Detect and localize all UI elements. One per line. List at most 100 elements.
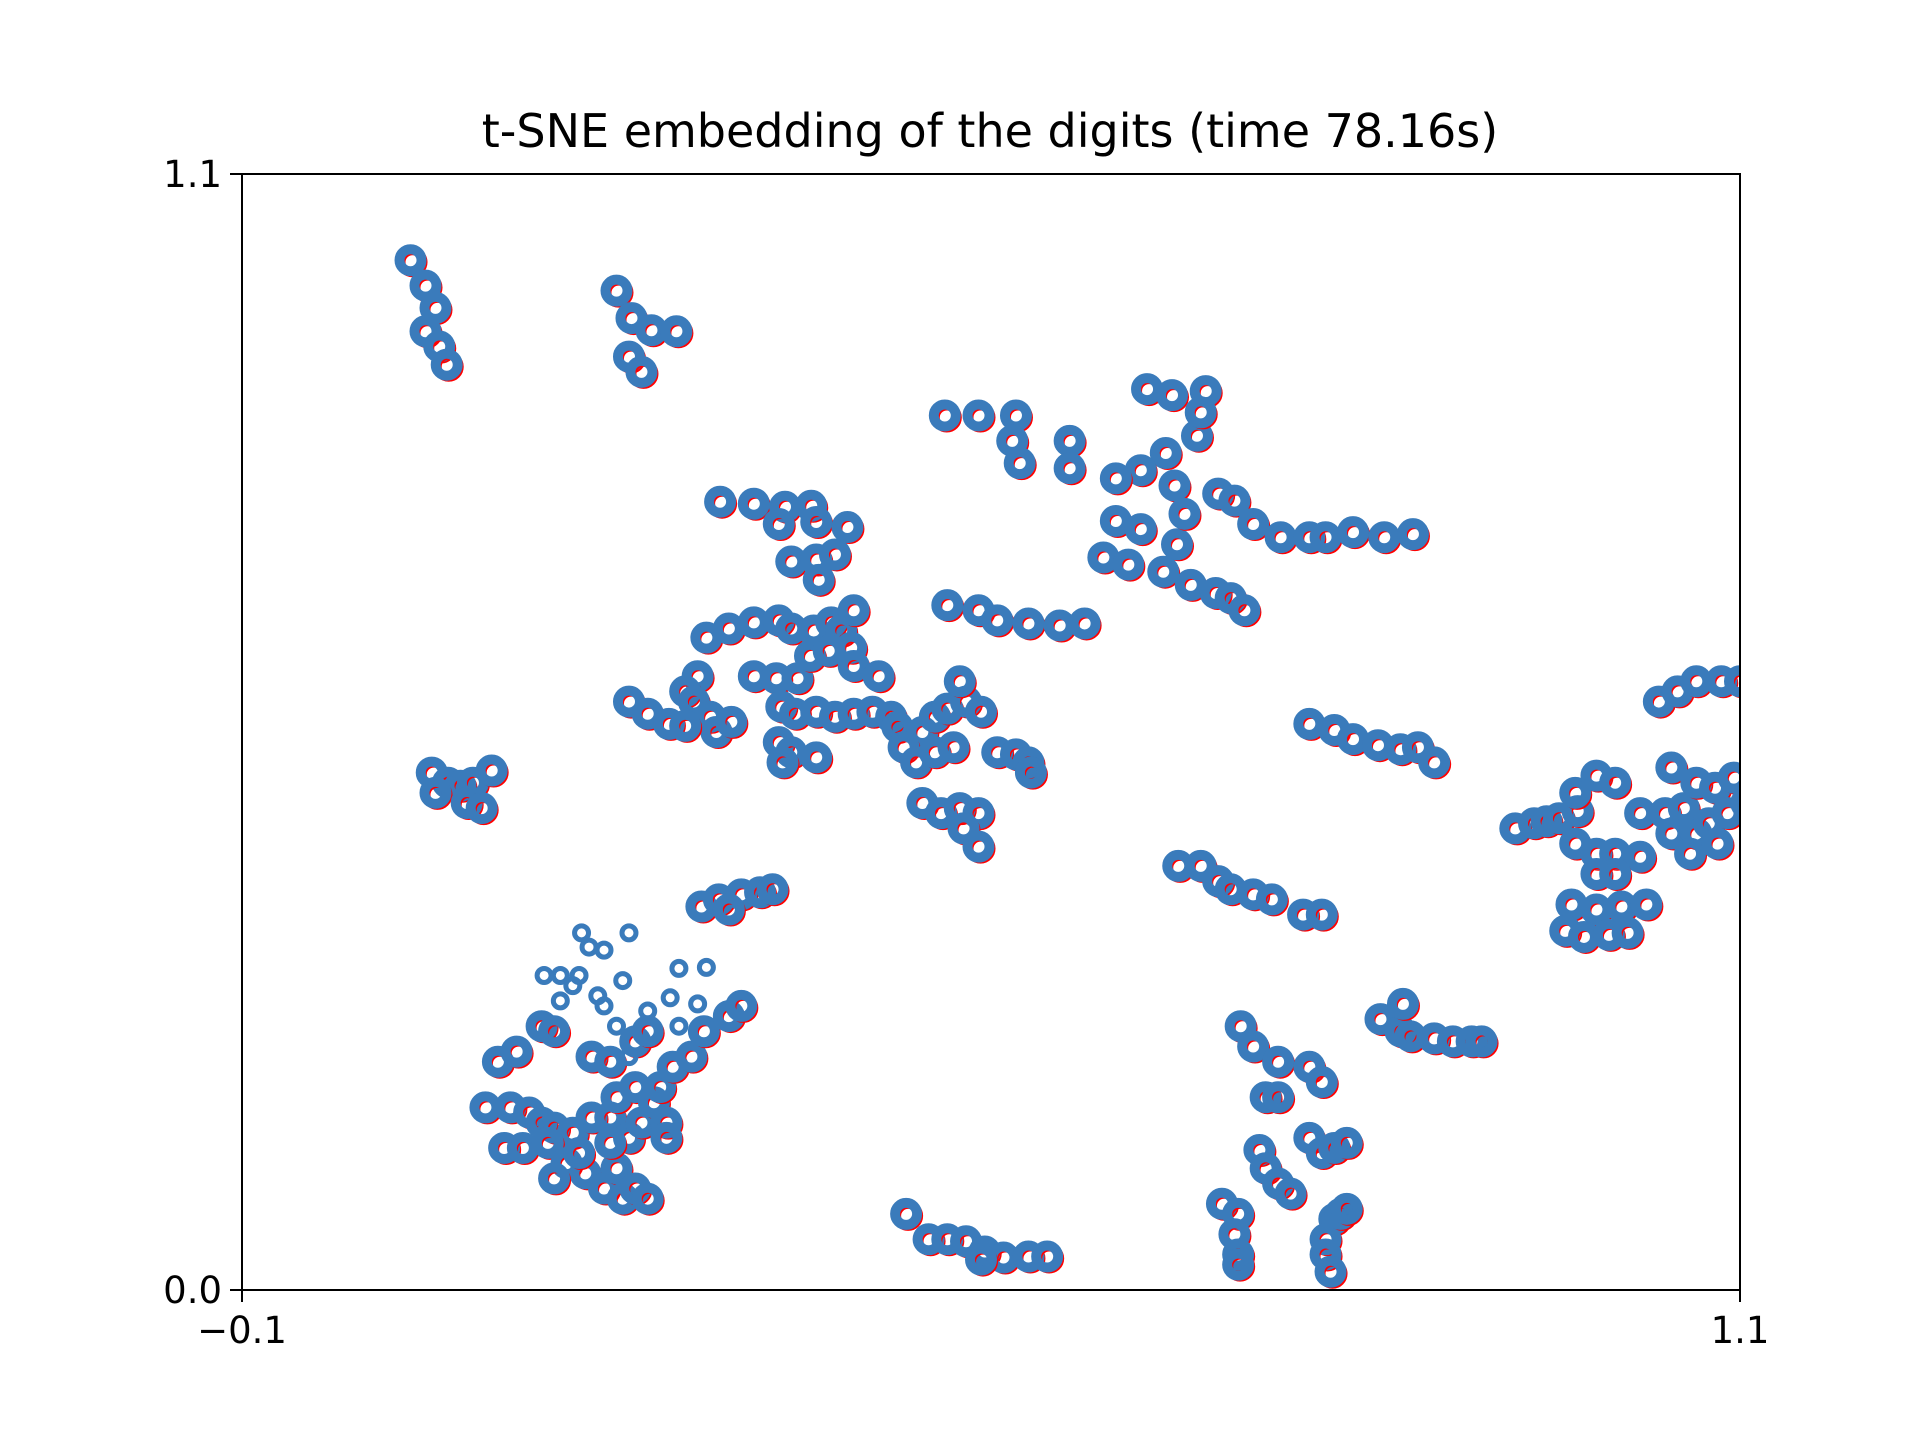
axis-ticks: −0.1 1.1 0.0 1.1 xyxy=(163,153,1769,1352)
data-point xyxy=(1337,516,1371,550)
data-point xyxy=(704,485,738,519)
data-point xyxy=(762,508,796,542)
data-point xyxy=(1599,858,1633,892)
data-point xyxy=(563,976,583,996)
data-point xyxy=(1068,607,1102,641)
data-point xyxy=(638,1001,658,1021)
data-point xyxy=(1112,548,1146,582)
data-point xyxy=(696,957,716,977)
data-point xyxy=(715,705,749,739)
data-point xyxy=(394,244,428,278)
data-point xyxy=(619,1047,639,1067)
data-point xyxy=(837,594,871,628)
data-point xyxy=(465,792,499,826)
data-point xyxy=(534,965,554,985)
data-point xyxy=(1314,1255,1348,1289)
data-point xyxy=(1368,521,1402,555)
data-point xyxy=(1184,396,1218,430)
data-point xyxy=(831,511,865,545)
data-point xyxy=(1099,462,1133,496)
data-point xyxy=(475,754,509,788)
data-point xyxy=(625,355,659,389)
data-point xyxy=(687,1015,721,1049)
data-point xyxy=(1124,454,1158,488)
data-point xyxy=(1264,521,1298,555)
data-point xyxy=(962,830,996,864)
data-point xyxy=(531,1126,565,1160)
data-point xyxy=(1724,665,1740,699)
data-point xyxy=(800,505,834,539)
data-point xyxy=(669,1016,689,1036)
data-point xyxy=(1274,1177,1308,1211)
data-point xyxy=(943,665,977,699)
data-point xyxy=(931,589,965,623)
data-point xyxy=(669,709,703,743)
data-point xyxy=(572,923,592,943)
data-point xyxy=(631,1182,665,1216)
data-point xyxy=(594,1045,628,1079)
data-point xyxy=(1555,888,1589,922)
data-point xyxy=(1124,513,1158,547)
data-point xyxy=(962,399,996,433)
data-point xyxy=(928,399,962,433)
data-point xyxy=(579,937,599,957)
data-point xyxy=(1674,837,1708,871)
data-point xyxy=(669,958,689,978)
data-point xyxy=(1611,916,1645,950)
data-point xyxy=(1309,521,1343,555)
data-point xyxy=(631,1015,665,1049)
data-point xyxy=(1396,518,1430,552)
data-point xyxy=(613,971,633,991)
data-point xyxy=(937,731,971,765)
data-point xyxy=(594,996,614,1016)
data-point xyxy=(1262,1045,1296,1079)
data-point xyxy=(1418,746,1452,780)
data-point xyxy=(688,994,708,1014)
data-point xyxy=(500,1035,534,1069)
data-point xyxy=(419,776,453,810)
data-point xyxy=(1305,1066,1339,1100)
data-point xyxy=(781,662,815,696)
x-tick-label: 1.1 xyxy=(1711,1309,1770,1352)
scatter-points xyxy=(394,244,1740,1289)
plot-frame xyxy=(241,173,1741,1291)
data-point xyxy=(1624,840,1658,874)
data-point xyxy=(725,989,759,1023)
data-point xyxy=(800,741,834,775)
data-point xyxy=(619,923,639,943)
data-point xyxy=(1012,607,1046,641)
x-tick-label: −0.1 xyxy=(197,1309,287,1352)
data-point xyxy=(538,1162,572,1196)
data-point xyxy=(999,399,1033,433)
data-point xyxy=(650,1121,684,1155)
data-point xyxy=(1717,761,1740,795)
data-point xyxy=(1237,508,1271,542)
data-point xyxy=(1701,827,1735,861)
data-point xyxy=(1655,751,1689,785)
data-point xyxy=(818,538,852,572)
data-point xyxy=(1053,424,1087,458)
data-point xyxy=(607,1016,626,1036)
data-point xyxy=(1228,594,1262,628)
data-point xyxy=(1147,555,1181,589)
data-point xyxy=(1168,497,1202,531)
data-point xyxy=(430,348,464,382)
data-point xyxy=(1667,792,1701,826)
data-point xyxy=(1738,665,1740,677)
data-point xyxy=(1053,452,1087,486)
data-point xyxy=(965,1243,999,1277)
data-point xyxy=(862,660,896,694)
y-tick-label: 1.1 xyxy=(163,153,222,196)
data-point xyxy=(1580,893,1614,927)
data-point xyxy=(594,1126,628,1160)
data-point xyxy=(660,988,680,1008)
data-point xyxy=(802,563,836,597)
data-point xyxy=(1305,898,1339,932)
data-point xyxy=(675,1040,709,1074)
data-point xyxy=(1330,1192,1364,1226)
data-point xyxy=(981,604,1015,638)
data-point xyxy=(1222,1248,1256,1282)
data-point xyxy=(1559,776,1593,810)
data-point xyxy=(766,746,800,780)
